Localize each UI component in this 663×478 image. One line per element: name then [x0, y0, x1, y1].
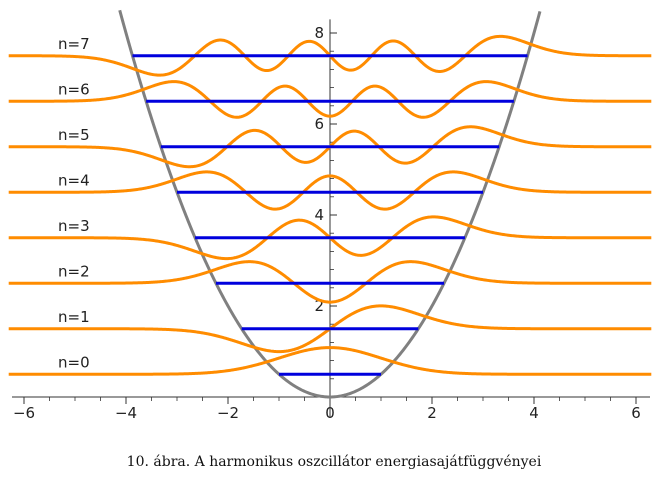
figure-caption: 10. ábra. A harmonikus oszcillátor energ… [127, 454, 542, 470]
x-tick-label: 2 [427, 404, 437, 422]
y-tick-label: 6 [314, 115, 324, 133]
level-label-n5: n=5 [58, 126, 90, 144]
level-label-n3: n=3 [58, 217, 90, 235]
x-tick-label: 6 [631, 404, 641, 422]
x-tick-label: −2 [217, 404, 239, 422]
plot-area: −6 −4 −2 0 2 4 6 2 4 6 8 n=0 n=1 n=2 n=3 n=4 n=5 n=6 n=7 [8, 9, 652, 422]
wavefunction-n4 [8, 170, 652, 211]
x-tick-label: −4 [115, 404, 137, 422]
level-label-n7: n=7 [58, 35, 90, 53]
wavefunction-n2 [8, 260, 652, 304]
level-label-n0: n=0 [58, 353, 90, 371]
x-tick-label: 0 [325, 404, 335, 422]
y-tick-label: 4 [314, 206, 324, 224]
wavefunction-n6 [8, 80, 652, 119]
x-tick-label: 4 [529, 404, 539, 422]
y-tick-label: 8 [314, 24, 324, 42]
x-tick-label: −6 [13, 404, 35, 422]
level-label-n1: n=1 [58, 308, 90, 326]
wavefunction-n0 [8, 346, 652, 376]
y-tick-label: 2 [314, 297, 324, 315]
level-label-n4: n=4 [58, 171, 90, 189]
level-label-n2: n=2 [58, 262, 90, 280]
level-label-n6: n=6 [58, 80, 90, 98]
